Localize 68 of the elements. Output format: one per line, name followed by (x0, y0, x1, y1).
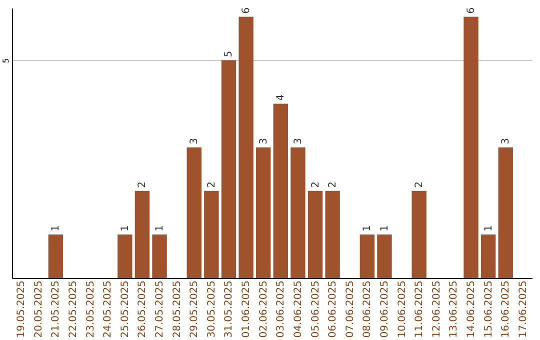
bar (118, 234, 132, 278)
data-label: 5 (224, 50, 235, 58)
x-tick-label: 28.05.2025 (172, 280, 183, 338)
bar (186, 147, 202, 278)
data-label: 6 (466, 7, 477, 14)
data-label: 3 (500, 138, 512, 144)
x-tick-label: 03.06.2025 (276, 280, 287, 338)
data-label: 1 (362, 225, 374, 232)
x-tick-label: 29.05.2025 (189, 280, 200, 338)
data-label: 2 (414, 182, 426, 188)
x-tick-label: 16.06.2025 (500, 280, 512, 338)
x-tick-label: 24.05.2025 (102, 280, 114, 338)
x-tick-label: 30.05.2025 (206, 280, 218, 338)
x-tick-label: 20.05.2025 (33, 280, 44, 338)
bar (498, 147, 513, 278)
bar (377, 234, 392, 278)
data-label: 2 (206, 182, 218, 188)
x-tick-label: 23.05.2025 (85, 280, 96, 338)
x-tick-label: 05.06.2025 (310, 280, 322, 338)
x-tick-label: 10.06.2025 (396, 280, 408, 338)
x-tick-label: 22.05.2025 (68, 280, 79, 338)
x-tick-label: 26.05.2025 (137, 280, 148, 338)
data-label: 3 (258, 138, 270, 144)
data-label: 1 (379, 225, 390, 232)
data-label: 1 (50, 225, 62, 232)
data-label: 2 (328, 182, 339, 188)
data-label: 2 (310, 182, 322, 188)
x-tick-label: 31.05.2025 (224, 280, 235, 338)
x-tick-label: 14.06.2025 (466, 280, 477, 338)
data-label: 6 (241, 7, 252, 14)
bar (412, 190, 426, 278)
x-tick-label: 02.06.2025 (258, 280, 270, 338)
x-tick-label: 07.06.2025 (344, 280, 356, 338)
data-label: 2 (137, 182, 148, 188)
x-tick-label: 09.06.2025 (379, 280, 390, 338)
data-label: 3 (292, 138, 304, 144)
x-tick-label: 06.06.2025 (328, 280, 339, 338)
x-tick-label: 27.05.2025 (154, 280, 166, 338)
bar (464, 16, 478, 278)
bar (480, 234, 496, 278)
x-tick-label: 19.05.2025 (16, 280, 28, 338)
bar (360, 234, 375, 278)
bar (48, 234, 64, 278)
data-label: 4 (276, 94, 287, 101)
bar (204, 190, 219, 278)
bar (273, 104, 288, 278)
data-label: 1 (483, 225, 494, 232)
x-tick-label: 11.06.2025 (414, 280, 426, 338)
x-tick-label: 04.06.2025 (292, 280, 304, 338)
x-tick-label: 17.06.2025 (518, 280, 529, 338)
bar (238, 16, 254, 278)
x-tick-label: 15.06.2025 (483, 280, 494, 338)
x-tick-label: 21.05.2025 (50, 280, 62, 338)
bar (256, 147, 271, 278)
x-tick-label: 12.06.2025 (431, 280, 442, 338)
bar (308, 190, 323, 278)
bar (290, 147, 306, 278)
data-label: 1 (120, 225, 131, 232)
bar (152, 234, 167, 278)
bar (134, 190, 150, 278)
bar (221, 60, 236, 278)
data-label: 3 (189, 138, 200, 144)
data-label: 1 (154, 225, 166, 232)
bar (325, 190, 340, 278)
x-tick-label: 01.06.2025 (241, 280, 252, 338)
x-tick-label: 25.05.2025 (120, 280, 131, 338)
x-tick-label: 13.06.2025 (448, 280, 460, 338)
x-tick-label: 08.06.2025 (362, 280, 374, 338)
